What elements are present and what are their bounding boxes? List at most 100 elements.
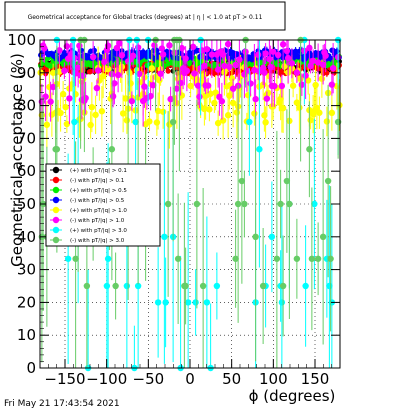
data-point [191, 70, 198, 77]
timestamp: Fri May 21 17:43:54 2021 [4, 399, 120, 409]
data-point [199, 282, 207, 290]
data-point [59, 90, 67, 98]
data-point [274, 51, 282, 59]
data-point [262, 119, 269, 126]
data-point [283, 177, 291, 185]
data-point [266, 55, 273, 63]
data-point [207, 90, 214, 97]
data-point [206, 106, 213, 113]
data-point [254, 51, 262, 58]
data-point [109, 93, 117, 100]
data-point [221, 62, 228, 70]
data-point [72, 255, 79, 262]
y-tick-label: 90 [17, 64, 36, 82]
data-point [101, 58, 108, 66]
data-point [277, 200, 284, 208]
data-point [147, 92, 154, 100]
legend-marker [52, 206, 60, 214]
data-point [183, 67, 191, 75]
data-point [211, 99, 218, 107]
data-point [241, 200, 248, 208]
data-point [226, 92, 233, 99]
data-point [251, 110, 258, 117]
data-point [314, 59, 322, 66]
data-point [328, 81, 336, 88]
data-point [47, 98, 54, 105]
data-point [116, 40, 123, 47]
data-point [123, 282, 131, 290]
y-tick-label: 70 [17, 129, 36, 147]
data-point [289, 82, 297, 89]
data-point [319, 61, 327, 68]
data-point [262, 50, 269, 57]
data-point [212, 89, 219, 96]
data-point [204, 82, 212, 89]
x-tick-label: 150 [301, 370, 330, 388]
data-point [192, 299, 199, 306]
data-point [214, 119, 222, 127]
x-tick-label: −100 [86, 370, 127, 388]
legend-marker [52, 216, 60, 224]
x-tick-label: −50 [133, 370, 165, 388]
data-point [307, 62, 314, 70]
data-point [279, 282, 287, 290]
data-point [104, 42, 112, 49]
legend-label: (+) with pT/|q| > 1.0 [70, 208, 127, 214]
data-point [89, 53, 97, 61]
legend-marker [52, 226, 60, 234]
y-tick-label: 60 [17, 162, 36, 180]
data-point [184, 299, 192, 306]
data-point [271, 82, 278, 90]
data-point [132, 118, 139, 126]
data-point [314, 255, 322, 262]
data-point [118, 51, 126, 59]
data-point [136, 70, 143, 78]
data-point [293, 48, 299, 54]
y-axis-title: Geometrical acceptance (%) [8, 53, 26, 267]
legend-marker [52, 196, 60, 204]
data-point [193, 200, 201, 208]
data-point [302, 282, 309, 290]
y-tick-label: 10 [17, 326, 36, 344]
data-point [224, 112, 232, 119]
legend-label: (-) with pT/|q| > 0.1 [70, 178, 124, 184]
data-point [219, 51, 227, 58]
legend-label: (+) with pT/|q| > 0.5 [70, 188, 127, 194]
data-point [278, 82, 286, 90]
data-point [159, 51, 167, 58]
data-point [306, 146, 313, 153]
data-point [189, 54, 195, 61]
data-point [64, 255, 72, 262]
data-point [166, 42, 173, 49]
x-tick-label: 0 [185, 370, 195, 388]
data-point [214, 66, 222, 73]
data-point [229, 85, 237, 92]
data-point [114, 71, 122, 79]
legend-marker [52, 236, 60, 244]
data-point [196, 93, 203, 100]
data-point [119, 110, 127, 117]
data-point [246, 118, 253, 126]
data-point [269, 103, 277, 110]
data-point [252, 95, 259, 103]
data-point [288, 60, 296, 67]
data-point [269, 48, 277, 55]
data-point [111, 80, 118, 87]
data-point [322, 52, 329, 59]
data-point [259, 282, 267, 290]
data-point [319, 233, 327, 240]
data-point [91, 47, 97, 53]
y-tick-label: 0 [26, 359, 36, 377]
data-point [256, 146, 263, 153]
data-point [264, 89, 272, 97]
data-point [293, 255, 301, 262]
data-point [247, 80, 254, 87]
data-point [41, 45, 48, 52]
data-point [324, 177, 332, 185]
data-point [94, 67, 102, 74]
legend-marker [52, 176, 60, 184]
legend-label: (+) with pT/|q| > 3.0 [70, 228, 127, 234]
data-point [154, 299, 162, 306]
data-point [324, 70, 330, 76]
data-point [232, 255, 239, 262]
